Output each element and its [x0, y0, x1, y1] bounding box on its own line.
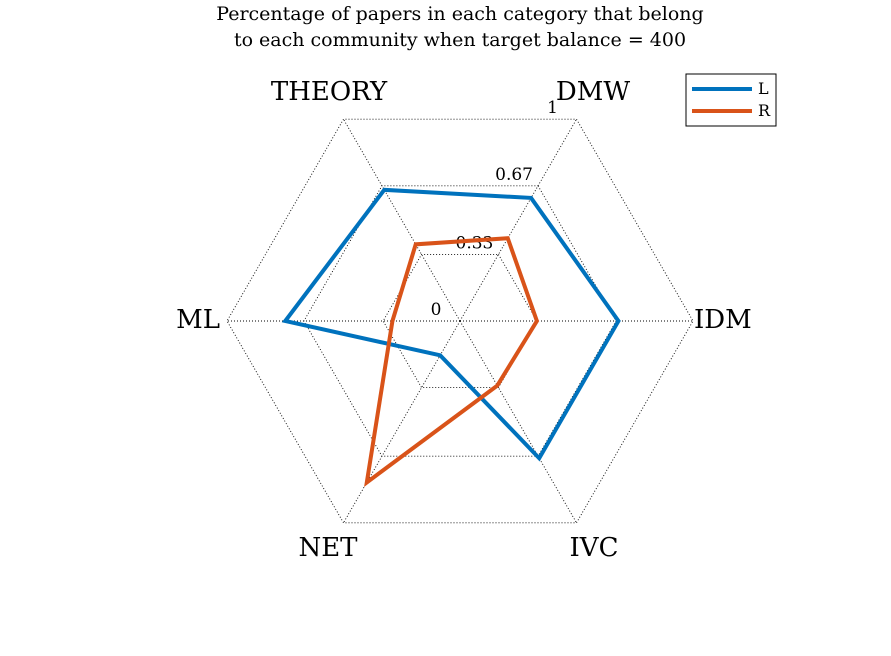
category-label-net: NET — [298, 533, 358, 563]
tick-label-0: 0 — [431, 300, 442, 320]
category-label-dmw: DMW — [556, 77, 630, 107]
tick-label-2: 0.67 — [495, 165, 533, 185]
legend-box — [685, 73, 777, 127]
grid-spoke-3 — [343, 320, 461, 524]
series-line-L — [281, 187, 621, 462]
radar-grid — [226, 118, 694, 524]
tick-label-3: 1 — [547, 98, 558, 118]
chart-title-line-1: Percentage of papers in each category th… — [216, 3, 703, 25]
category-label-ivc: IVC — [570, 533, 619, 563]
chart-title-line-2: to each community when target balance = … — [234, 29, 686, 51]
grid-ring-3 — [226, 118, 694, 524]
category-label-theory: THEORY — [271, 77, 388, 107]
grid-ring-1 — [382, 253, 538, 389]
category-label-ml: ML — [176, 305, 220, 335]
legend-label-R: R — [758, 101, 771, 120]
series-lines — [281, 187, 621, 487]
series-line-R — [364, 236, 540, 487]
legend-label-L: L — [758, 79, 769, 98]
tick-label-1: 0.33 — [456, 233, 494, 253]
legend: LR — [685, 73, 777, 127]
grid-spoke-0 — [459, 118, 577, 322]
category-label-idm: IDM — [694, 305, 752, 335]
category-labels: DMW IDM IVC NET ML THEORY — [176, 77, 752, 563]
